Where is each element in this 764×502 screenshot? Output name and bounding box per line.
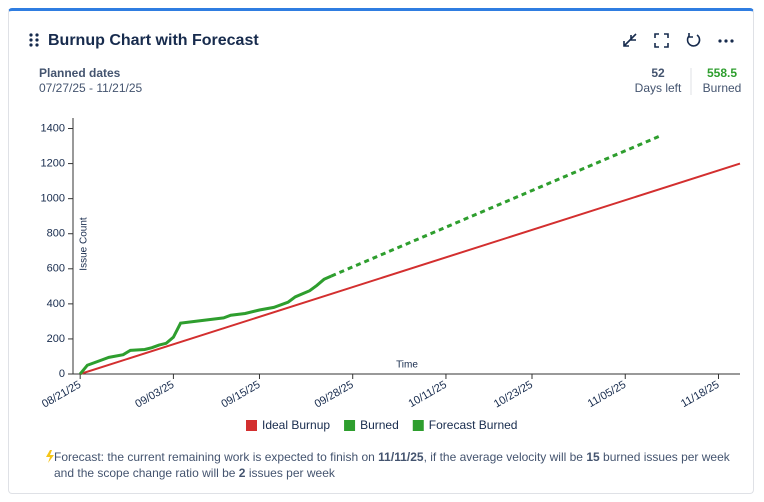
legend-swatch — [246, 420, 257, 431]
y-tick-label: 400 — [47, 298, 65, 310]
x-tick-label: 11/18/25 — [679, 379, 721, 410]
x-tick-label: 10/11/25 — [407, 379, 449, 410]
more-icon[interactable] — [718, 39, 734, 43]
forecast-date: 11/11/25 — [378, 450, 424, 464]
legend-swatch — [344, 420, 356, 431]
legend-label: Forecast Burned — [429, 418, 518, 432]
legend-label: Burned — [360, 418, 399, 432]
forecast-note: Forecast: the current remaining work is … — [54, 449, 734, 481]
legend-swatch — [412, 420, 424, 431]
x-tick-label: 08/21/25 — [40, 379, 83, 411]
forecast-text: , if the average velocity will be — [423, 450, 583, 464]
burned-value: 558.5 — [707, 66, 737, 80]
x-tick-label: 09/03/25 — [133, 379, 176, 411]
series-line — [79, 162, 741, 375]
x-axis-label: Time — [396, 360, 418, 371]
collapse-icon[interactable] — [623, 33, 637, 47]
burned-label: Burned — [703, 81, 742, 95]
x-tick-label: 11/05/25 — [586, 379, 628, 410]
y-tick-label: 600 — [47, 263, 65, 275]
bolt-icon — [46, 450, 54, 463]
y-tick-label: 1000 — [41, 193, 65, 205]
legend-label: Ideal Burnup — [262, 418, 330, 432]
planned-label: Planned dates — [39, 66, 121, 80]
planned-range: 07/27/25 - 11/21/25 — [39, 81, 143, 95]
forecast-text: issues per week — [248, 466, 335, 480]
x-tick-label: 09/15/25 — [219, 379, 262, 411]
y-axis-label: Issue Count — [79, 217, 90, 271]
y-tick-label: 1200 — [41, 157, 65, 169]
forecast-text: burned issues per week and the scope cha… — [54, 450, 730, 480]
fullscreen-icon[interactable] — [654, 33, 669, 48]
forecast-text: Forecast: the current remaining work is … — [54, 450, 375, 464]
title: Burnup Chart with Forecast — [48, 32, 259, 49]
card — [8, 8, 754, 494]
x-tick-label: 09/28/25 — [313, 379, 356, 411]
series-line — [79, 274, 332, 375]
y-tick-label: 800 — [47, 228, 65, 240]
days-left: 52 — [651, 66, 665, 80]
y-tick-label: 0 — [59, 368, 65, 380]
refresh-icon[interactable] — [686, 33, 701, 47]
drag-handle[interactable] — [29, 33, 39, 47]
series-line — [330, 134, 662, 278]
y-tick-label: 200 — [47, 333, 65, 345]
forecast-velocity: 15 — [586, 450, 600, 464]
y-tick-label: 1400 — [41, 122, 65, 134]
days-left-label: Days left — [635, 81, 682, 95]
x-tick-label: 10/23/25 — [492, 379, 535, 411]
forecast-scope: 2 — [238, 466, 246, 480]
